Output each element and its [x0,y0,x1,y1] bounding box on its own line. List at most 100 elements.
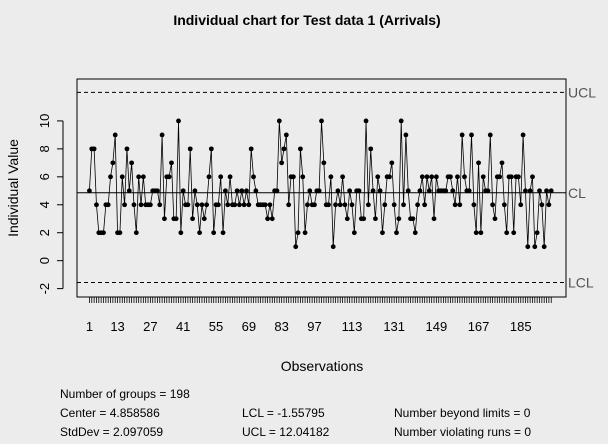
y-tick-label: 2 [37,229,52,236]
data-point [220,230,226,236]
data-point [487,132,493,138]
x-tick-label: 83 [274,319,288,334]
data-point [380,230,385,236]
data-point [398,118,404,124]
data-point [267,202,273,208]
data-point [326,202,331,208]
data-point [410,216,416,222]
data-point [129,160,135,166]
data-point [124,146,130,152]
data-point [293,244,299,250]
data-point [473,230,479,236]
data-point [218,174,224,180]
x-axis-label: Observations [281,358,363,374]
data-point [534,230,540,236]
data-point [394,230,399,236]
data-point [516,174,521,180]
data-point [87,188,92,194]
y-tick-label: 8 [37,145,52,152]
data-point [349,202,355,208]
y-tick-label: 10 [37,114,52,128]
data-point [211,230,217,236]
data-point [356,188,362,194]
data-point [279,160,285,166]
data-point [140,174,146,180]
data-point [190,216,195,222]
data-point [448,174,453,180]
data-point [387,174,392,180]
data-point [527,188,533,194]
x-tick-label: 131 [383,319,405,334]
data-point [305,202,310,208]
data-point [412,230,418,236]
data-point [319,118,324,124]
data-point [192,188,198,194]
data-point [455,174,460,180]
y-tick-label: 0 [37,257,52,264]
stat-center: Center = 4.858586 [60,406,160,420]
data-point [373,216,378,222]
data-point [298,146,303,152]
data-point [490,202,496,208]
data-point [377,188,383,194]
data-point [108,174,113,180]
data-point [234,188,240,194]
data-point [276,118,282,124]
data-point [133,230,139,236]
data-point [302,230,308,236]
data-point [178,230,184,236]
data-point [363,118,369,124]
stat-lcl: LCL = -1.55795 [242,406,325,420]
data-point [122,202,127,208]
data-point [187,146,193,152]
data-point [180,188,186,194]
data-point [227,174,233,180]
data-point [520,132,526,138]
x-tick-label: 41 [176,319,190,334]
data-point [91,146,97,152]
data-point [431,216,437,222]
data-point [162,216,167,222]
x-tick-label: 69 [242,319,256,334]
data-point [452,202,458,208]
y-tick-label: 6 [37,173,52,180]
data-point [222,188,228,194]
data-point [281,146,287,152]
data-point [131,202,137,208]
data-point [225,202,231,208]
data-point [312,202,317,208]
data-point [405,188,411,194]
data-point [391,202,397,208]
stat-ucl: UCL = 12.04182 [242,425,330,439]
data-point [450,188,456,194]
series-line [89,120,552,247]
data-point [126,188,132,194]
data-point [330,244,336,250]
data-point [194,202,200,208]
data-point [415,202,421,208]
data-point [375,174,381,180]
data-point [117,230,123,236]
x-tick-label: 27 [143,319,157,334]
data-point [251,174,256,180]
data-point [283,132,289,138]
data-point [361,216,367,222]
data-point [480,174,486,180]
data-point [159,132,165,138]
data-point [462,174,467,180]
data-point [539,202,545,208]
data-point [335,188,341,194]
data-point [155,188,160,194]
data-point [119,174,125,180]
y-tick-label: -2 [37,283,52,295]
data-point [419,174,425,180]
data-point [286,202,292,208]
data-point [422,202,428,208]
ucl-label: UCL [568,84,596,100]
data-point [321,160,327,166]
data-point [365,202,371,208]
data-point [241,202,247,208]
lcl-label: LCL [568,274,594,290]
data-point [497,174,503,180]
data-point [204,202,210,208]
